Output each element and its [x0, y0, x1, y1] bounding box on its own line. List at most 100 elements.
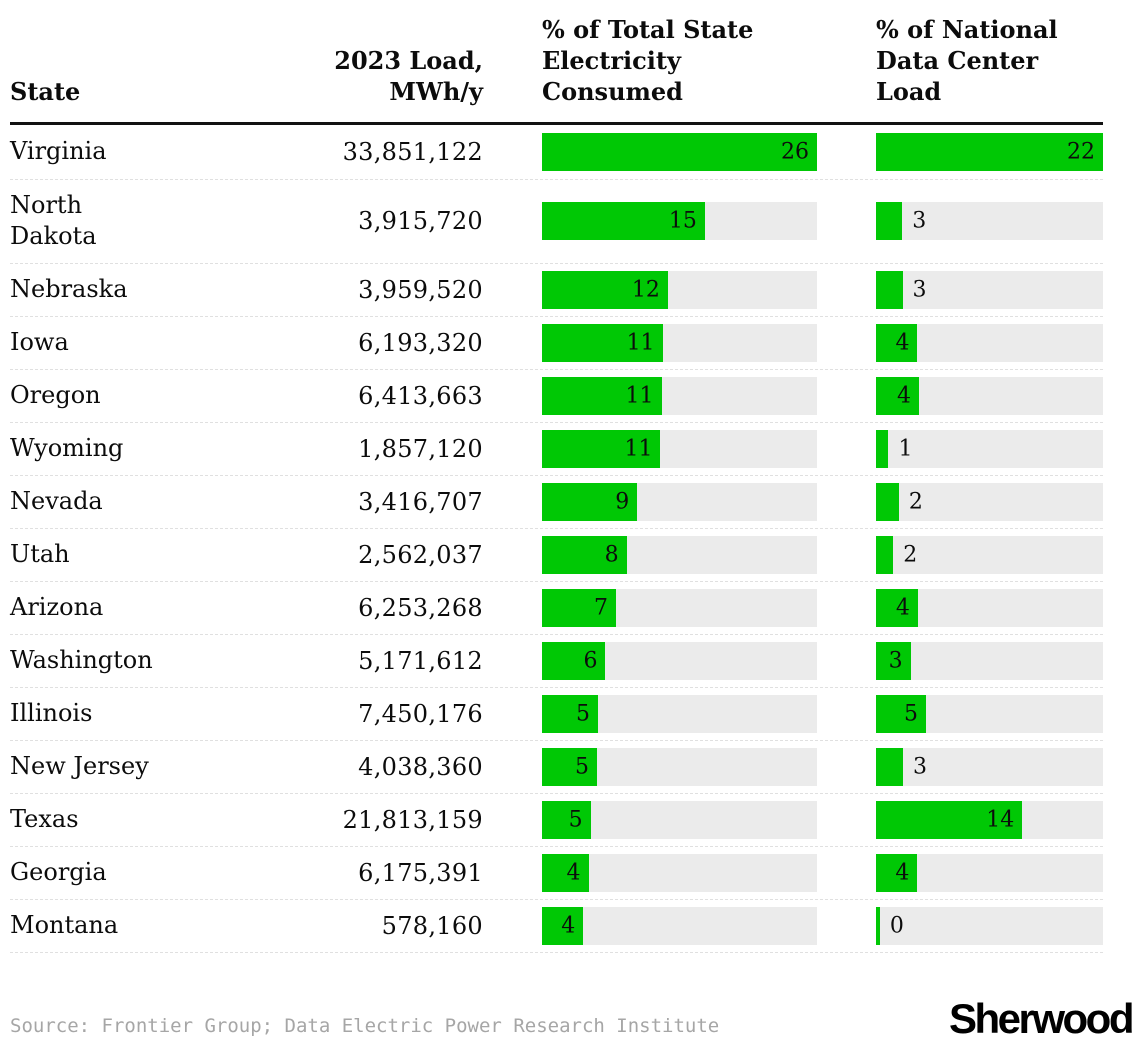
national-pct-bar-cell: 4 — [876, 376, 1103, 415]
national-pct-bar-cell: 3 — [876, 202, 1103, 241]
bar-track: 4 — [876, 376, 1103, 415]
bar-track: 6 — [542, 641, 817, 680]
bar-fill — [542, 482, 638, 521]
bar-fill — [542, 202, 705, 241]
load-value: 6,193,320 — [358, 328, 483, 357]
sherwood-logo: Sherwood — [948, 994, 1135, 1042]
load-value: 7,450,176 — [358, 699, 483, 728]
state-pct-bar-cell: 5 — [542, 800, 817, 839]
national-pct-bar-cell: 2 — [876, 482, 1103, 521]
bar-fill — [542, 641, 606, 680]
bar-track: 11 — [542, 429, 817, 468]
state-pct-bar-cell: 12 — [542, 270, 817, 309]
load-value: 3,959,520 — [358, 275, 483, 304]
state-pct-bar-cell: 6 — [542, 641, 817, 680]
table-row: New Jersey 4,038,360 5 3 — [10, 741, 1103, 794]
bar-fill — [542, 323, 663, 362]
table-row: Virginia 33,851,122 26 22 — [10, 125, 1103, 180]
bar-fill — [542, 270, 668, 309]
bar-fill — [542, 535, 627, 574]
state-name: Illinois — [10, 699, 93, 728]
bar-value-label: 0 — [889, 913, 904, 939]
bar-fill — [542, 376, 662, 415]
bar-value-label: 3 — [913, 754, 928, 780]
bar-fill — [876, 270, 903, 309]
bar-value-label: 3 — [888, 648, 903, 674]
national-pct-bar-cell: 4 — [876, 588, 1103, 627]
bar-track: 9 — [542, 482, 817, 521]
bar-value-label: 6 — [583, 648, 598, 674]
national-pct-bar-cell: 14 — [876, 800, 1103, 839]
bar-value-label: 2 — [908, 489, 923, 515]
state-pct-bar-cell: 8 — [542, 535, 817, 574]
national-pct-bar-cell: 3 — [876, 747, 1103, 786]
bar-track: 5 — [876, 694, 1103, 733]
bar-fill — [542, 429, 661, 468]
load-value: 33,851,122 — [342, 137, 483, 166]
bar-track: 11 — [542, 323, 817, 362]
bar-value-label: 5 — [568, 807, 583, 833]
national-pct-bar-cell: 0 — [876, 906, 1103, 945]
bar-value-label: 4 — [895, 595, 910, 621]
load-value: 2,562,037 — [358, 540, 483, 569]
bar-value-label: 5 — [576, 701, 591, 727]
state-name: Utah — [10, 540, 70, 569]
bar-track: 1 — [876, 429, 1103, 468]
state-pct-bar-cell: 11 — [542, 429, 817, 468]
bar-fill — [542, 800, 591, 839]
state-name: Montana — [10, 911, 119, 940]
bar-track: 8 — [542, 535, 817, 574]
bar-fill — [542, 132, 817, 171]
col-header-national-pct: % of National Data Center Load — [876, 15, 1058, 107]
bar-value-label: 11 — [625, 383, 654, 409]
bar-value-label: 22 — [1067, 139, 1095, 165]
state-name: Arizona — [10, 593, 104, 622]
bar-fill — [876, 202, 903, 241]
table-row: Nebraska 3,959,520 12 3 — [10, 264, 1103, 317]
bar-track: 5 — [542, 694, 817, 733]
load-value: 578,160 — [381, 911, 483, 940]
national-pct-bar-cell: 4 — [876, 323, 1103, 362]
state-name: North Dakota — [10, 191, 97, 251]
bar-value-label: 3 — [912, 208, 927, 234]
table-row: North Dakota 3,915,720 15 3 — [10, 180, 1103, 264]
load-value: 1,857,120 — [358, 434, 483, 463]
bar-fill — [876, 641, 911, 680]
state-name: Wyoming — [10, 434, 124, 463]
bar-value-label: 11 — [626, 330, 655, 356]
load-value: 21,813,159 — [342, 805, 483, 834]
load-value: 4,038,360 — [358, 752, 483, 781]
bar-track: 12 — [542, 270, 817, 309]
bar-track: 15 — [542, 202, 817, 241]
bar-value-label: 4 — [561, 913, 576, 939]
state-name: Washington — [10, 646, 153, 675]
bar-track: 7 — [542, 588, 817, 627]
bar-value-label: 7 — [594, 595, 609, 621]
state-pct-bar-cell: 5 — [542, 694, 817, 733]
bar-track: 5 — [542, 747, 817, 786]
table-row: Iowa 6,193,320 11 4 — [10, 317, 1103, 370]
bar-track: 3 — [876, 747, 1103, 786]
state-name: Oregon — [10, 381, 101, 410]
chart-footer: Source: Frontier Group; Data Electric Po… — [10, 994, 1135, 1042]
state-pct-bar-cell: 11 — [542, 323, 817, 362]
state-pct-bar-cell: 5 — [542, 747, 817, 786]
state-pct-bar-cell: 4 — [542, 906, 817, 945]
table-row: Montana 578,160 4 0 — [10, 900, 1103, 953]
bar-track: 3 — [876, 202, 1103, 241]
state-name: Nevada — [10, 487, 103, 516]
national-pct-bar-cell: 5 — [876, 694, 1103, 733]
table-row: Oregon 6,413,663 11 4 — [10, 370, 1103, 423]
national-pct-bar-cell: 3 — [876, 641, 1103, 680]
state-pct-bar-cell: 26 — [542, 132, 817, 171]
national-pct-bar-cell: 22 — [876, 132, 1103, 171]
bar-fill — [542, 694, 599, 733]
state-pct-bar-cell: 4 — [542, 853, 817, 892]
bar-value-label: 15 — [668, 208, 697, 234]
state-pct-bar-cell: 11 — [542, 376, 817, 415]
bar-track: 11 — [542, 376, 817, 415]
table-row: Arizona 6,253,268 7 4 — [10, 582, 1103, 635]
state-name: Virginia — [10, 137, 107, 166]
bar-value-label: 5 — [575, 754, 589, 780]
national-pct-bar-cell: 2 — [876, 535, 1103, 574]
